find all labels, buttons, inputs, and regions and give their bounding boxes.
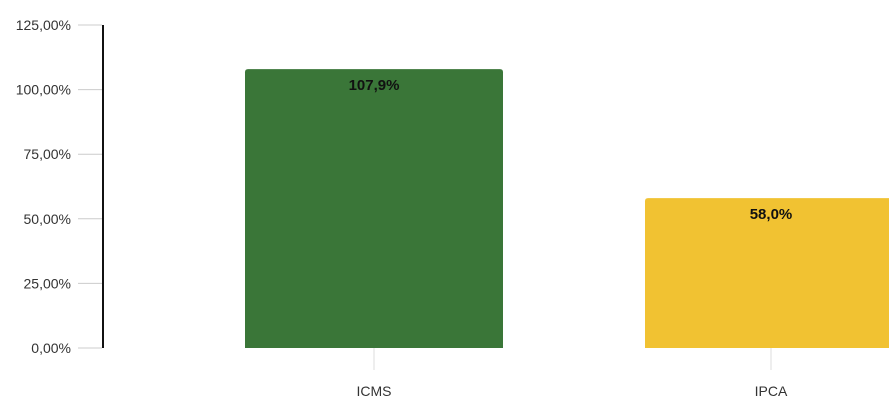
data-labels: 107,9% 58,0% — [349, 77, 793, 223]
y-tick-label: 125,00% — [16, 17, 71, 33]
x-axis-ticks — [373, 348, 772, 370]
category-label: ICMS — [357, 383, 392, 397]
bars — [245, 69, 889, 348]
y-axis-ticks: 0,00% 25,00% 50,00% 75,00% 100,00% 125,00% — [16, 17, 102, 356]
data-label: 107,9% — [349, 77, 400, 94]
data-label: 58,0% — [750, 206, 793, 223]
y-tick-label: 25,00% — [24, 275, 71, 291]
y-tick-label: 100,00% — [16, 82, 71, 98]
category-label: IPCA — [755, 383, 788, 397]
y-tick-label: 75,00% — [24, 146, 71, 162]
y-tick-label: 0,00% — [31, 340, 71, 356]
bar-icms — [245, 69, 503, 348]
category-labels: ICMS IPCA — [357, 383, 788, 397]
y-tick-label: 50,00% — [24, 211, 71, 227]
bar-ipca — [645, 198, 889, 348]
